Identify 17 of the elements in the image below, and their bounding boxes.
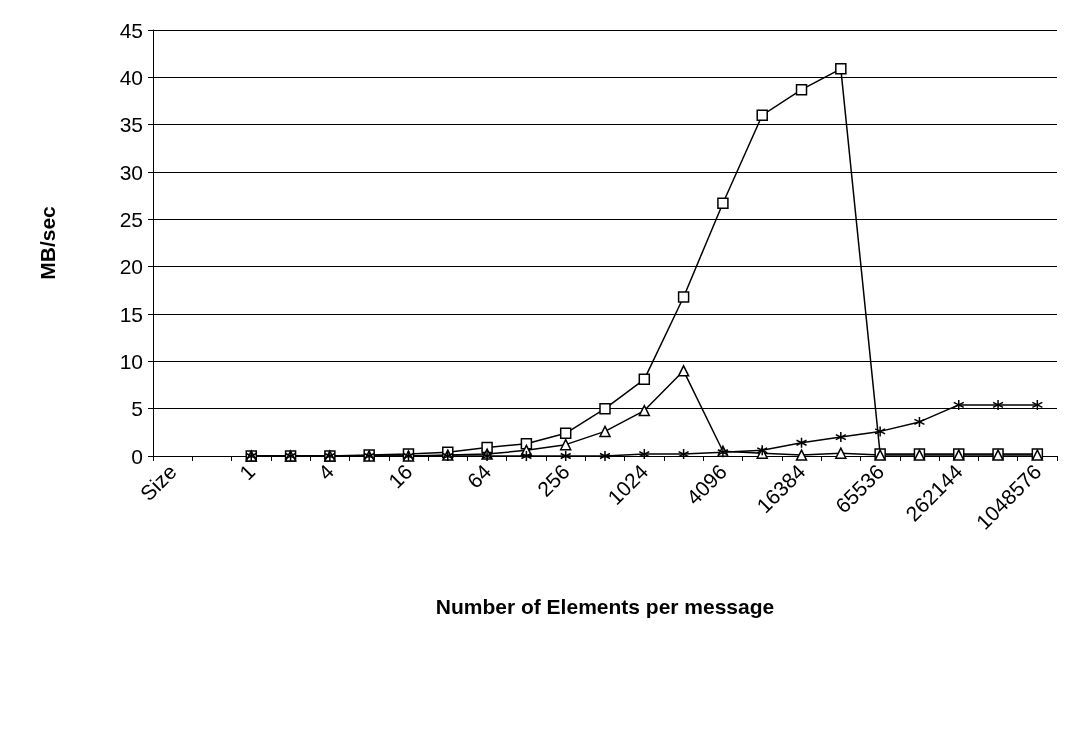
x-tick-label: 16 xyxy=(383,459,417,493)
y-tick-label: 45 xyxy=(119,18,143,42)
y-tick-label: 40 xyxy=(119,65,143,89)
x-tick-label: 1 xyxy=(234,459,260,485)
y-tick-label: 0 xyxy=(131,444,143,468)
y-tick-label: 20 xyxy=(119,255,143,279)
x-tick-label: 64 xyxy=(462,459,496,493)
y-tick-label: 25 xyxy=(119,207,143,231)
x-tick-label: 256 xyxy=(532,459,574,501)
y-tick-label: 15 xyxy=(119,302,143,326)
x-tick-label: 4 xyxy=(313,459,339,485)
y-tick-label: 10 xyxy=(119,349,143,373)
y-tick-label: 30 xyxy=(119,160,143,184)
y-tick-label: 5 xyxy=(131,397,143,421)
y-tick-label: 35 xyxy=(119,113,143,137)
y-axis-title: MB/sec xyxy=(36,205,59,280)
x-axis-title: Number of Elements per message xyxy=(435,595,775,618)
